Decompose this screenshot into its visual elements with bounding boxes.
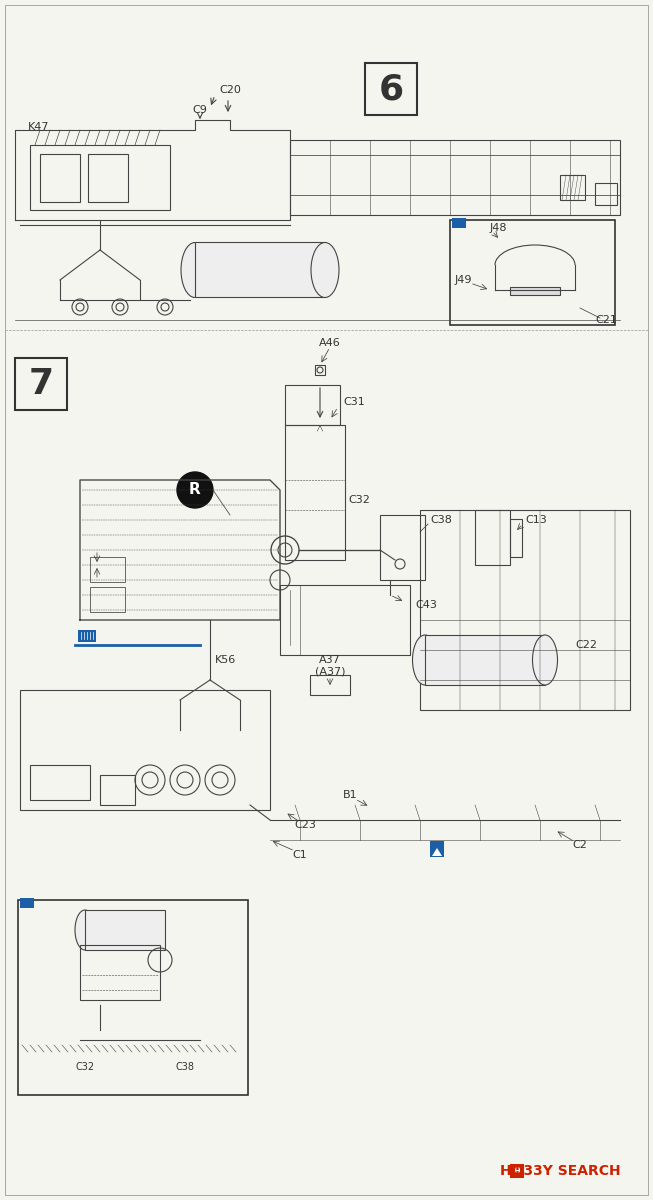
- Text: (A37): (A37): [315, 667, 345, 677]
- Ellipse shape: [532, 635, 558, 685]
- Text: C23: C23: [294, 820, 316, 830]
- Bar: [30, 766, 90, 800]
- Bar: [100, 775, 135, 805]
- Text: C22: C22: [575, 640, 597, 650]
- Bar: [365, 62, 417, 115]
- Text: C2: C2: [573, 840, 588, 850]
- Text: C1: C1: [293, 850, 308, 860]
- Bar: [560, 175, 585, 200]
- Text: C38: C38: [176, 1062, 195, 1072]
- Bar: [18, 900, 248, 1094]
- Text: C38: C38: [430, 515, 452, 526]
- Bar: [88, 154, 128, 202]
- Ellipse shape: [75, 910, 95, 950]
- Bar: [425, 635, 545, 685]
- Text: 7: 7: [29, 367, 54, 401]
- Polygon shape: [432, 848, 442, 856]
- Ellipse shape: [413, 635, 438, 685]
- Text: K56: K56: [215, 655, 236, 665]
- Bar: [595, 182, 617, 205]
- Bar: [510, 287, 560, 295]
- Bar: [452, 218, 466, 228]
- Bar: [90, 557, 125, 582]
- Bar: [420, 510, 630, 710]
- Bar: [90, 587, 125, 612]
- Bar: [30, 145, 170, 210]
- Bar: [20, 898, 34, 908]
- Text: C21: C21: [595, 314, 617, 325]
- Text: B1: B1: [343, 790, 357, 800]
- Bar: [510, 1164, 524, 1178]
- Text: J48: J48: [490, 223, 507, 233]
- Ellipse shape: [311, 242, 339, 298]
- Bar: [380, 515, 425, 580]
- Text: C43: C43: [415, 600, 437, 610]
- Bar: [85, 910, 165, 950]
- Text: C32: C32: [348, 494, 370, 505]
- Bar: [40, 154, 80, 202]
- Text: C20: C20: [219, 85, 241, 95]
- Text: A46: A46: [319, 338, 341, 348]
- Bar: [475, 510, 510, 565]
- Text: C31: C31: [343, 397, 365, 407]
- Bar: [310, 674, 350, 695]
- Bar: [15, 358, 67, 410]
- Bar: [20, 690, 270, 810]
- Bar: [430, 841, 444, 857]
- Text: A37: A37: [319, 655, 341, 665]
- Bar: [285, 385, 340, 425]
- Text: J49: J49: [455, 275, 473, 284]
- Bar: [78, 630, 96, 642]
- Text: C32: C32: [76, 1062, 95, 1072]
- Bar: [280, 584, 410, 655]
- Circle shape: [177, 472, 213, 508]
- Bar: [510, 518, 522, 557]
- Text: C13: C13: [525, 515, 547, 526]
- Text: HO33Y SEARCH: HO33Y SEARCH: [500, 1164, 620, 1178]
- Bar: [450, 220, 615, 325]
- Text: H: H: [513, 1166, 520, 1176]
- Bar: [195, 242, 325, 296]
- Bar: [315, 365, 325, 374]
- Ellipse shape: [181, 242, 209, 298]
- Text: K47: K47: [28, 122, 50, 132]
- Text: R: R: [189, 482, 201, 498]
- Bar: [290, 140, 620, 215]
- Text: C9: C9: [193, 104, 208, 115]
- Bar: [80, 946, 160, 1000]
- Text: 6: 6: [379, 72, 404, 106]
- Bar: [285, 425, 345, 560]
